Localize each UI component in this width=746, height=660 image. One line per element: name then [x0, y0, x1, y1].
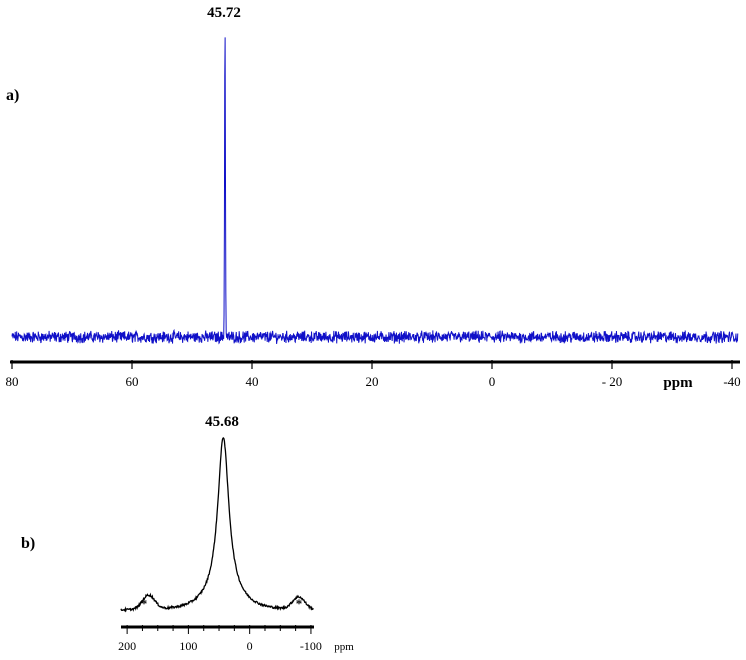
peak-label-b: 45.68 [205, 414, 239, 430]
x-tick-label-a: 0 [489, 374, 496, 389]
x-axis-label-a: ppm [663, 375, 693, 391]
sideband-marker-right: * [296, 596, 303, 611]
spectrum-line-a [11, 37, 739, 345]
x-tick-label-a: 20 [366, 374, 379, 389]
peak-label-a: 45.72 [207, 5, 241, 21]
x-axis-label-b: ppm [334, 641, 354, 653]
sideband-marker-left: * [141, 596, 148, 611]
x-tick-label-a: 80 [6, 374, 19, 389]
x-tick-label-a: 40 [246, 374, 259, 389]
x-tick-label-b: 200 [118, 639, 136, 653]
x-tick-label-a: - 20 [602, 374, 623, 389]
x-tick-label-a: -40 [723, 374, 740, 389]
x-tick-label-b: 100 [179, 639, 197, 653]
panel-b-label: b) [21, 535, 35, 552]
x-tick-label-b: -100 [300, 639, 322, 653]
spectrum-line-b [120, 437, 314, 613]
x-ticks-a: 80 60 40 20 0 - 20 -40 [6, 360, 741, 389]
panel-a-label: a) [6, 87, 19, 104]
x-tick-label-b: 0 [247, 639, 253, 653]
panel-a: a) 45.72 80 60 40 20 0 - 20 -40 ppm [6, 5, 741, 391]
x-tick-label-a: 60 [126, 374, 139, 389]
x-ticks-b: 200 100 0 -100 [118, 625, 322, 653]
panel-b: b) 45.68 * * 200 100 0 -100 ppm [21, 414, 354, 653]
